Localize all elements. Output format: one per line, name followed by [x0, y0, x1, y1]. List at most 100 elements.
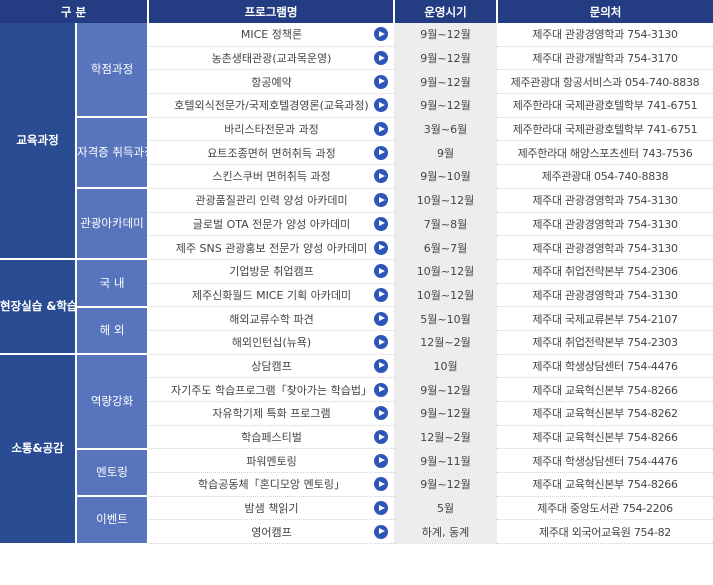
- period-cell: 10월~12월: [394, 283, 498, 308]
- period-cell: 9월~12월: [394, 93, 498, 118]
- table-row: 제주 SNS 관광홍보 전문가 양성 아카데미 6월~7월 제주대 관광경영학과 7…: [0, 235, 713, 260]
- program-name-cell[interactable]: 상담캠프: [148, 354, 395, 379]
- program-name[interactable]: 자기주도 학습프로그램「찾아가는 학습법」: [170, 383, 373, 397]
- play-arrow-icon[interactable]: [374, 524, 389, 539]
- play-arrow-icon[interactable]: [374, 27, 389, 42]
- play-arrow-icon[interactable]: [374, 145, 389, 160]
- header-contact: 문의처: [497, 0, 713, 23]
- play-arrow-icon[interactable]: [374, 74, 389, 89]
- table-row: 제주신화월드 MICE 기획 아카데미 10월~12월 제주대 관광경영학과 754…: [0, 283, 713, 308]
- play-arrow-icon[interactable]: [374, 264, 389, 279]
- play-arrow-icon[interactable]: [374, 501, 389, 516]
- table-row: 호텔외식전문가/국제호텔경영론(교육과정) 9월~12월 제주한라대 국제관광호텔학…: [0, 93, 713, 118]
- program-name[interactable]: 농촌생태관광(교과목운영): [211, 52, 332, 66]
- table-row: 학습공동체「혼디모앙 멘토링」 9월~12월 제주대 교육혁신본부 754-8266: [0, 472, 713, 497]
- period-cell: 5월~10월: [394, 306, 498, 331]
- program-name[interactable]: 관광품질관리 인력 양성 아카데미: [195, 194, 348, 208]
- contact-cell: 제주대 교육혁신본부 754-8266: [497, 377, 713, 402]
- program-name-cell[interactable]: 제주 SNS 관광홍보 전문가 양성 아카데미: [148, 235, 395, 260]
- play-arrow-icon[interactable]: [374, 216, 389, 231]
- program-name-cell[interactable]: 해외교류수학 파견: [148, 306, 395, 331]
- program-name-cell[interactable]: 학습공동체「혼디모앙 멘토링」: [148, 472, 395, 497]
- play-arrow-icon[interactable]: [374, 311, 389, 326]
- subcategory-label: 국 내: [76, 259, 150, 308]
- program-name[interactable]: MICE 정책론: [240, 28, 303, 42]
- program-name[interactable]: 제주신화월드 MICE 기획 아카데미: [191, 288, 352, 302]
- program-name[interactable]: 제주 SNS 관광홍보 전문가 양성 아카데미: [175, 241, 368, 255]
- program-name[interactable]: 호텔외식전문가/국제호텔경영론(교육과정): [174, 99, 369, 113]
- period-cell: 9월~12월: [394, 69, 498, 95]
- program-table-body: 교육과정 학점과정 MICE 정책론 9월~12월 제주대 관광경영학과 754-313…: [0, 23, 713, 545]
- program-name-cell[interactable]: 요트조종면허 면허취득 과정: [148, 140, 395, 166]
- contact-cell: 제주대 교육혁신본부 754-8262: [497, 401, 713, 426]
- contact-cell: 제주대 관광경영학과 754-3130: [497, 23, 713, 47]
- program-name-cell[interactable]: 기업방문 취업캠프: [148, 259, 395, 284]
- program-name[interactable]: 학습페스티벌: [241, 431, 302, 445]
- program-name-cell[interactable]: 해외인턴십(뉴욕): [148, 330, 395, 355]
- table-row: 자격증 취득과정 바리스타전문과 과정 3월~6월 제주한라대 국제관광호텔학부 74…: [0, 117, 713, 190]
- play-arrow-icon[interactable]: [374, 406, 389, 421]
- program-name-cell[interactable]: 학습페스티벌: [148, 425, 395, 450]
- header-program-name: 프로그램명: [148, 0, 396, 23]
- play-arrow-icon[interactable]: [374, 240, 389, 255]
- program-name-cell[interactable]: 관광품질관리 인력 양성 아카데미: [148, 188, 395, 213]
- period-cell: 10월: [394, 354, 498, 379]
- program-name-cell[interactable]: 글로벌 OTA 전문가 양성 아카데미: [148, 212, 395, 237]
- program-name[interactable]: 바리스타전문과 과정: [224, 123, 319, 137]
- program-name-cell[interactable]: MICE 정책론: [148, 23, 395, 47]
- contact-cell: 제주대 관광경영학과 754-3130: [497, 188, 713, 213]
- period-cell: 9월~12월: [394, 46, 498, 71]
- play-arrow-icon[interactable]: [374, 169, 389, 184]
- program-name-cell[interactable]: 영어캠프: [148, 519, 395, 545]
- program-name[interactable]: 밤샘 책읽기: [244, 502, 299, 516]
- contact-cell: 제주관광대 항공서비스과 054-740-8838: [497, 69, 713, 95]
- play-arrow-icon[interactable]: [374, 98, 389, 113]
- program-name[interactable]: 글로벌 OTA 전문가 양성 아카데미: [192, 217, 351, 231]
- subcategory-label: 학점과정: [76, 23, 150, 119]
- table-row: 해외인턴십(뉴욕) 12월~2월 제주대 취업전략본부 754-2303: [0, 330, 713, 355]
- program-name-cell[interactable]: 호텔외식전문가/국제호텔경영론(교육과정): [148, 93, 395, 118]
- play-arrow-icon[interactable]: [374, 477, 389, 492]
- program-name[interactable]: 학습공동체「혼디모앙 멘토링」: [198, 478, 345, 492]
- program-name-cell[interactable]: 밤샘 책읽기: [148, 496, 395, 521]
- program-name-cell[interactable]: 바리스타전문과 과정: [148, 117, 395, 142]
- program-name-cell[interactable]: 제주신화월드 MICE 기획 아카데미: [148, 283, 395, 308]
- play-arrow-icon[interactable]: [374, 51, 389, 66]
- period-cell: 3월~6월: [394, 117, 498, 142]
- header-row: 구 분 프로그램명 운영시기 문의처: [0, 0, 713, 23]
- table-row: 글로벌 OTA 전문가 양성 아카데미 7월~8월 제주대 관광경영학과 754-3…: [0, 212, 713, 237]
- program-name[interactable]: 파워멘토링: [246, 454, 297, 468]
- program-name[interactable]: 기업방문 취업캠프: [229, 265, 314, 279]
- program-name-cell[interactable]: 스킨스쿠버 면허취득 과정: [148, 164, 395, 189]
- subcategory-label: 해 외: [76, 306, 150, 356]
- period-cell: 5월: [394, 496, 498, 521]
- table-row: 자기주도 학습프로그램「찾아가는 학습법」 9월~12월 제주대 교육혁신본부 75…: [0, 377, 713, 402]
- program-name[interactable]: 상담캠프: [251, 359, 292, 373]
- contact-cell: 제주대 취업전략본부 754-2303: [497, 330, 713, 355]
- program-name[interactable]: 항공예약: [251, 75, 292, 89]
- contact-cell: 제주대 취업전략본부 754-2306: [497, 259, 713, 284]
- play-arrow-icon[interactable]: [374, 358, 389, 373]
- period-cell: 10월~12월: [394, 259, 498, 284]
- program-name-cell[interactable]: 농촌생태관광(교과목운영): [148, 46, 395, 71]
- program-name[interactable]: 해외교류수학 파견: [229, 312, 314, 326]
- contact-cell: 제주한라대 국제관광호텔학부 741-6751: [497, 93, 713, 118]
- play-arrow-icon[interactable]: [374, 430, 389, 445]
- period-cell: 7월~8월: [394, 212, 498, 237]
- table-row: 스킨스쿠버 면허취득 과정 9월~10월 제주관광대 054-740-8838: [0, 164, 713, 189]
- program-name[interactable]: 요트조종면허 면허취득 과정: [207, 146, 336, 160]
- program-name[interactable]: 해외인턴십(뉴욕): [231, 336, 312, 350]
- play-arrow-icon[interactable]: [374, 453, 389, 468]
- program-name[interactable]: 영어캠프: [251, 525, 292, 539]
- program-name-cell[interactable]: 항공예약: [148, 69, 395, 95]
- program-name[interactable]: 스킨스쿠버 면허취득 과정: [212, 170, 331, 184]
- play-arrow-icon[interactable]: [374, 335, 389, 350]
- program-name[interactable]: 자유학기제 특화 프로그램: [212, 407, 331, 421]
- play-arrow-icon[interactable]: [374, 382, 389, 397]
- program-name-cell[interactable]: 파워멘토링: [148, 448, 395, 474]
- play-arrow-icon[interactable]: [374, 193, 389, 208]
- play-arrow-icon[interactable]: [374, 287, 389, 302]
- program-name-cell[interactable]: 자유학기제 특화 프로그램: [148, 401, 395, 426]
- program-name-cell[interactable]: 자기주도 학습프로그램「찾아가는 학습법」: [148, 377, 395, 402]
- play-arrow-icon[interactable]: [374, 122, 389, 137]
